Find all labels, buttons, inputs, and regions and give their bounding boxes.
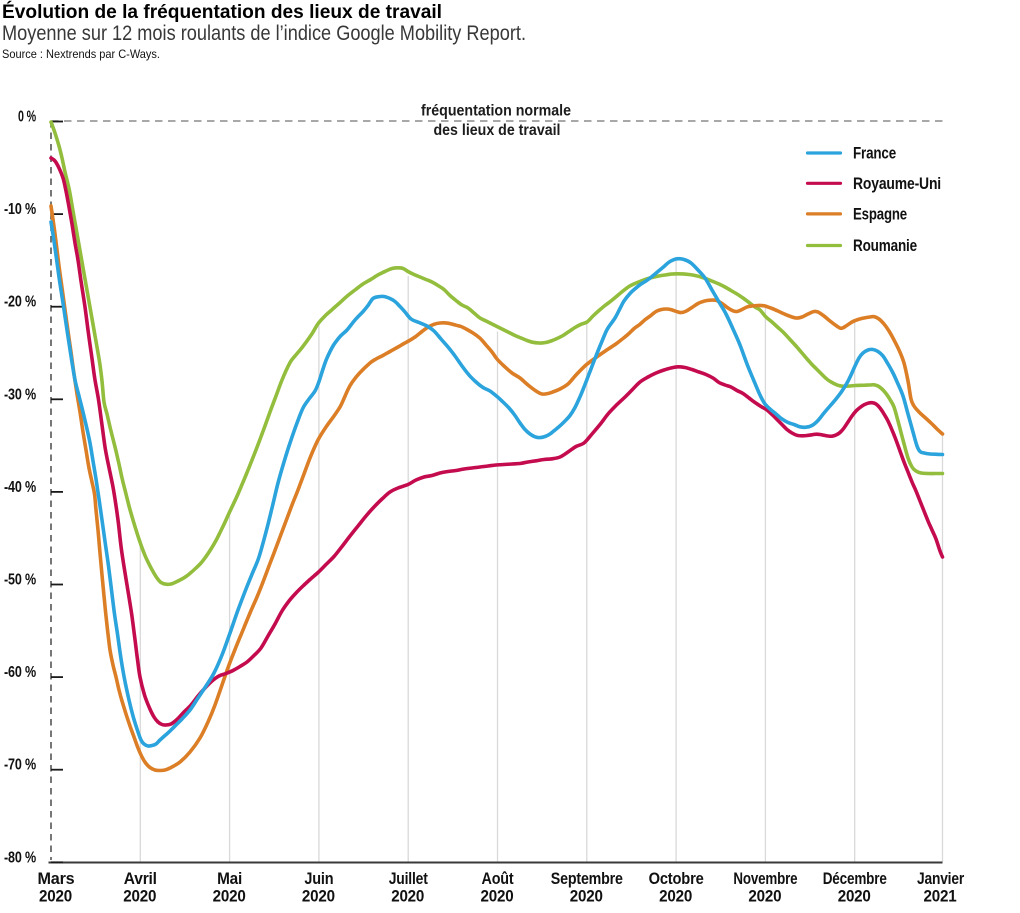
svg-text:Mars: Mars: [38, 870, 75, 888]
svg-text:-20 %: -20 %: [4, 294, 36, 311]
svg-text:2020: 2020: [481, 888, 514, 906]
svg-text:Septembre: Septembre: [551, 870, 623, 888]
svg-text:0 %: 0 %: [18, 109, 36, 126]
svg-text:2020: 2020: [302, 888, 335, 906]
svg-text:Octobre: Octobre: [649, 870, 704, 888]
svg-text:-50 %: -50 %: [4, 572, 36, 589]
svg-text:Novembre: Novembre: [733, 870, 797, 888]
svg-text:-80 %: -80 %: [4, 849, 36, 866]
svg-text:fréquentation normale: fréquentation normale: [421, 103, 571, 120]
svg-text:Roumanie: Roumanie: [853, 236, 917, 255]
svg-text:Mai: Mai: [217, 870, 242, 888]
svg-text:Avril: Avril: [124, 870, 157, 888]
svg-text:Juin: Juin: [304, 870, 333, 888]
svg-text:Décembre: Décembre: [823, 870, 887, 888]
svg-text:2020: 2020: [570, 888, 603, 906]
svg-text:-70 %: -70 %: [4, 757, 36, 774]
svg-text:2020: 2020: [123, 888, 156, 906]
svg-text:-60 %: -60 %: [4, 664, 36, 681]
svg-text:Source : Nextrends par C-Ways.: Source : Nextrends par C-Ways.: [2, 47, 160, 61]
svg-text:2020: 2020: [39, 888, 72, 906]
svg-text:Juillet: Juillet: [389, 870, 429, 888]
svg-text:Espagne: Espagne: [853, 204, 907, 223]
svg-text:2020: 2020: [213, 888, 246, 906]
svg-text:2020: 2020: [659, 888, 692, 906]
svg-text:Janvier: Janvier: [917, 870, 965, 888]
svg-text:-30 %: -30 %: [4, 386, 36, 403]
svg-text:2020: 2020: [391, 888, 424, 906]
svg-text:-10 %: -10 %: [4, 201, 36, 218]
svg-text:2020: 2020: [838, 888, 871, 906]
svg-text:2020: 2020: [748, 888, 781, 906]
svg-text:Royaume-Uni: Royaume-Uni: [853, 174, 941, 193]
svg-text:France: France: [853, 144, 896, 163]
svg-text:Évolution de la fréquentation: Évolution de la fréquentation des lieux …: [2, 1, 442, 23]
svg-text:Moyenne sur 12 mois roulants d: Moyenne sur 12 mois roulants de l’indice…: [2, 21, 526, 45]
svg-text:2021: 2021: [924, 888, 957, 906]
svg-text:-40 %: -40 %: [4, 479, 36, 496]
svg-text:des lieux de travail: des lieux de travail: [434, 122, 561, 139]
svg-text:Août: Août: [482, 870, 515, 888]
